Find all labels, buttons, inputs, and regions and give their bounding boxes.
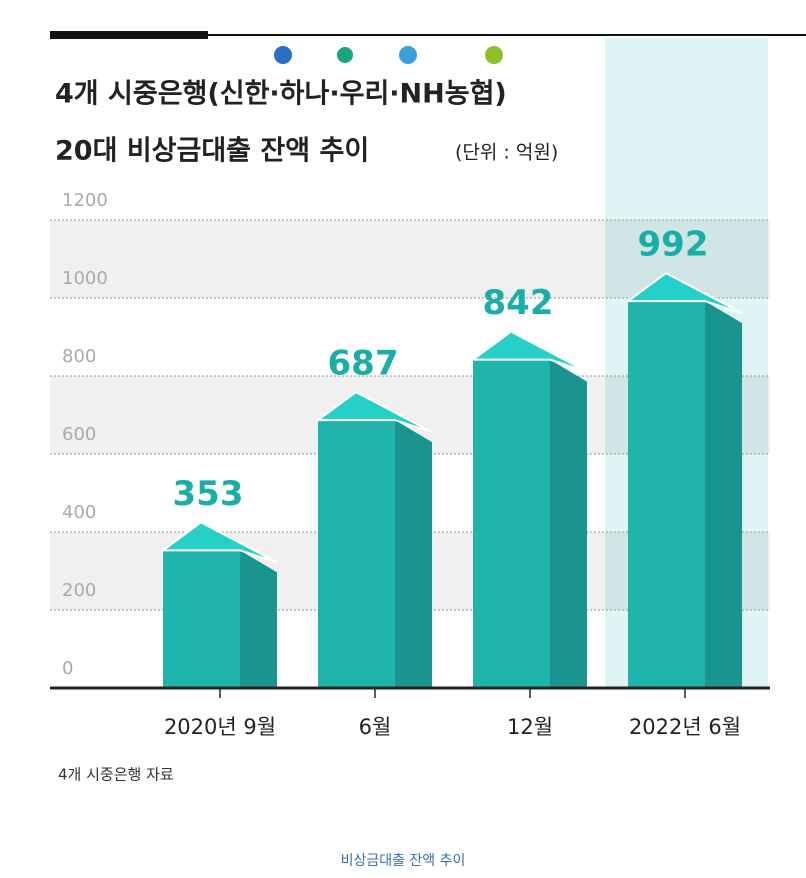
bank-icon: [399, 46, 417, 64]
unit-label: (단위 : 억원): [455, 142, 558, 164]
x-tick-label: 12월: [507, 715, 553, 739]
y-tick-label: 600: [62, 424, 96, 445]
y-tick-label: 0: [62, 658, 73, 679]
value-label: 687: [328, 344, 399, 384]
top-bar: [50, 31, 208, 39]
bank-icon: [274, 46, 292, 64]
bar-top: [469, 330, 588, 373]
y-tick-label: 200: [62, 580, 96, 601]
plot: 0 200 400 600 800 1000 1200 353 2020년 9월 687 6월 842…: [50, 190, 770, 739]
y-tick-label: 1000: [62, 268, 108, 289]
top-rule: [208, 34, 806, 36]
bar: [473, 359, 550, 688]
bar-top: [624, 271, 743, 315]
bar-side: [705, 301, 742, 688]
x-tick-label: 2022년 6월: [629, 715, 741, 739]
bar-side: [550, 359, 587, 688]
value-label: 842: [483, 283, 554, 323]
y-tick-label: 1200: [62, 190, 108, 211]
bar-top: [159, 521, 278, 564]
bar: [163, 550, 240, 688]
bar-side: [395, 420, 432, 688]
chart-subtitle: 20대 비상금대출 잔액 추이: [55, 136, 369, 167]
x-tick-label: 6월: [359, 715, 392, 739]
bank-icon: [337, 47, 353, 63]
y-tick-label: 800: [62, 346, 96, 367]
y-tick-label: 400: [62, 502, 96, 523]
x-tick-label: 2020년 9월: [164, 715, 276, 739]
bar-top: [314, 390, 433, 434]
bar-side: [240, 550, 277, 688]
bank-icon: [485, 46, 503, 64]
value-label: 353: [173, 474, 244, 514]
bar: [628, 301, 705, 688]
chart-title: 4개 시중은행(신한·하나·우리·NH농협): [55, 79, 507, 110]
caption: 비상금대출 잔액 추이: [341, 853, 466, 869]
bar: [318, 420, 395, 688]
value-label: 992: [638, 225, 709, 265]
source: 4개 시중은행 자료: [58, 766, 174, 784]
